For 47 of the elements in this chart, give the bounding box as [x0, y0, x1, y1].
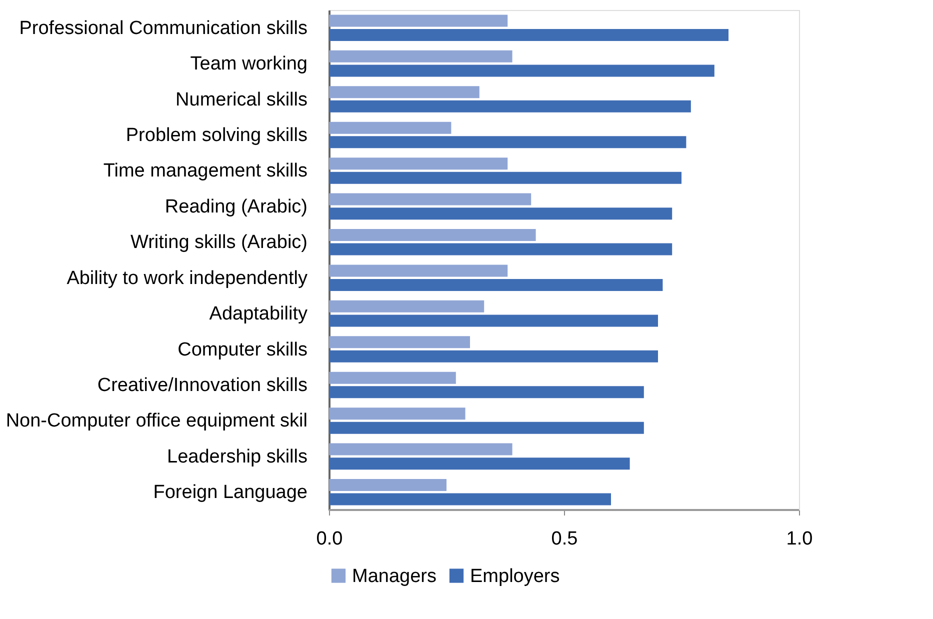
y-tick-label: Leadership skills	[167, 446, 308, 468]
y-tick-label: Creative/Innovation skills	[97, 375, 308, 396]
legend-label: Employers	[470, 566, 560, 587]
bar	[329, 350, 658, 362]
bar	[329, 29, 728, 41]
bar	[329, 422, 644, 434]
bar	[329, 50, 512, 62]
bar	[329, 458, 630, 470]
y-tick-label: Professional Communication skills	[19, 18, 308, 39]
bar	[329, 493, 611, 506]
bar	[329, 229, 536, 241]
y-tick-label: Problem solving skills	[126, 125, 308, 146]
bar	[329, 100, 691, 112]
y-tick-label: Non-Computer office equipment skil	[6, 410, 308, 432]
legend-label: Managers	[352, 566, 436, 587]
bar	[329, 372, 456, 384]
x-tick-label: 0.0	[316, 528, 343, 550]
bar	[329, 208, 672, 220]
y-tick-label: Adaptability	[209, 304, 308, 325]
bar	[329, 300, 484, 312]
x-tick-label: 1.0	[786, 528, 813, 550]
bar	[329, 264, 508, 277]
bar	[329, 336, 470, 348]
y-tick-label: Time management skills	[103, 160, 308, 182]
y-tick-label: Writing skills (Arabic)	[130, 232, 308, 254]
bar	[329, 64, 714, 77]
y-tick-label: Foreign Language	[153, 482, 308, 504]
bar	[329, 243, 672, 256]
bar	[329, 136, 686, 148]
x-tick-label: 0.5	[551, 528, 578, 550]
bar	[329, 172, 682, 184]
y-tick-label: Numerical skills	[176, 89, 308, 110]
bar	[329, 279, 663, 291]
bar	[329, 158, 508, 170]
bar	[329, 479, 446, 491]
bar	[329, 193, 532, 206]
bar	[329, 386, 644, 398]
bar	[329, 314, 658, 327]
bar	[329, 14, 508, 27]
y-tick-label: Team working	[190, 54, 308, 75]
y-tick-label: Ability to work independently	[66, 268, 308, 289]
bar	[329, 408, 466, 420]
bar	[329, 443, 512, 456]
y-tick-label: Reading (Arabic)	[164, 196, 308, 218]
bar	[329, 86, 480, 98]
bar	[329, 122, 452, 134]
y-tick-label: Computer skills	[178, 339, 308, 360]
